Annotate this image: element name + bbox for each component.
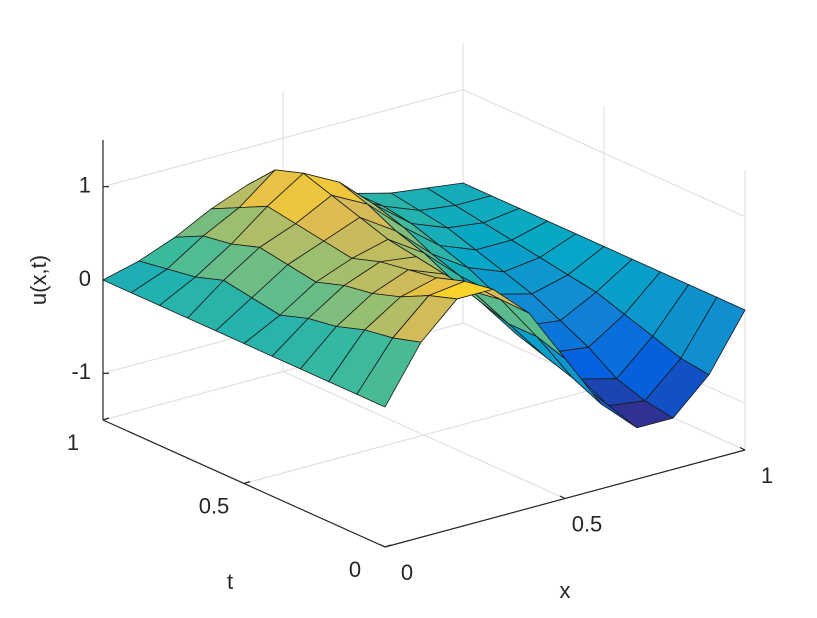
t-tick-label: 1 (67, 430, 79, 455)
t-tick (384, 544, 392, 548)
x-tick (379, 543, 386, 548)
x-tick-label: 0 (401, 560, 413, 585)
z-tick-label: 1 (79, 172, 91, 197)
t-tick-label: 0.5 (199, 493, 230, 518)
x-tick-label: 1 (761, 463, 773, 488)
z-tick-label: -1 (71, 359, 91, 384)
t-tick (243, 480, 251, 485)
x-tick (559, 495, 566, 500)
grid-line (243, 386, 605, 484)
x-axis-label: x (560, 578, 571, 603)
t-axis-label: t (227, 569, 233, 594)
z-tick-label: 0 (79, 266, 91, 291)
surface-patch (356, 337, 422, 408)
x-tick-label: 0.5 (572, 511, 603, 536)
x-tick (739, 446, 746, 451)
t-tick (102, 417, 110, 421)
z-axis-label: u(x,t) (26, 255, 51, 305)
t-tick-label: 0 (349, 557, 361, 582)
